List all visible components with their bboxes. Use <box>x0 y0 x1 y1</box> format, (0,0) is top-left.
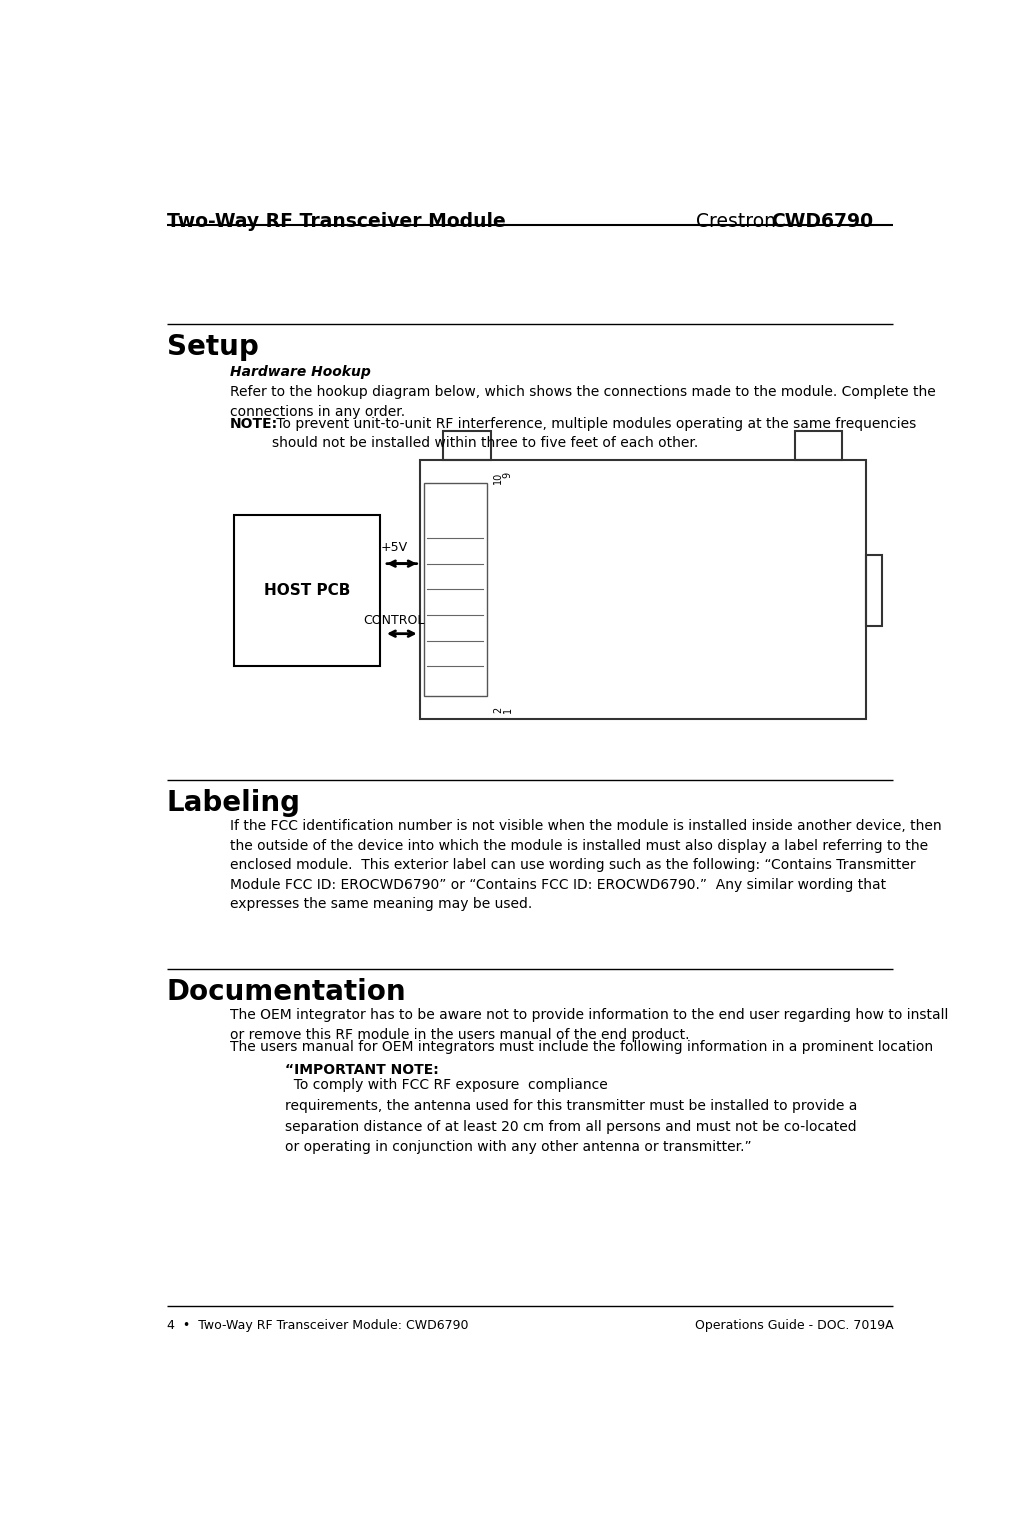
Text: Operations Guide - DOC. 7019A: Operations Guide - DOC. 7019A <box>695 1319 894 1333</box>
Text: 1: 1 <box>502 706 513 713</box>
Text: Refer to the hookup diagram below, which shows the connections made to the modul: Refer to the hookup diagram below, which… <box>230 385 935 418</box>
Text: The OEM integrator has to be aware not to provide information to the end user re: The OEM integrator has to be aware not t… <box>230 1008 949 1041</box>
Text: Crestron: Crestron <box>696 212 782 232</box>
Text: 10: 10 <box>493 471 503 484</box>
Text: “IMPORTANT NOTE:: “IMPORTANT NOTE: <box>285 1063 439 1078</box>
Text: NOTE:: NOTE: <box>230 417 278 431</box>
Text: 4  •  Two-Way RF Transceiver Module: CWD6790: 4 • Two-Way RF Transceiver Module: CWD67… <box>167 1319 469 1333</box>
Text: Hardware Hookup: Hardware Hookup <box>230 365 371 379</box>
Text: To prevent unit-to-unit RF interference, multiple modules operating at the same : To prevent unit-to-unit RF interference,… <box>272 417 916 450</box>
Text: CONTROL: CONTROL <box>363 614 425 626</box>
Text: The users manual for OEM integrators must include the following information in a: The users manual for OEM integrators mus… <box>230 1040 933 1054</box>
Text: Documentation: Documentation <box>167 978 407 1007</box>
Text: 2: 2 <box>493 706 503 713</box>
Bar <box>424 484 487 696</box>
Text: HOST PCB: HOST PCB <box>264 584 351 597</box>
Text: Setup: Setup <box>167 332 259 361</box>
Text: CWD6790: CWD6790 <box>771 212 873 232</box>
Text: If the FCC identification number is not visible when the module is installed ins: If the FCC identification number is not … <box>230 819 942 911</box>
Text: Two-Way RF Transceiver Module: Two-Way RF Transceiver Module <box>167 212 505 232</box>
Text: Labeling: Labeling <box>167 788 301 817</box>
Text: To comply with FCC RF exposure  compliance
requirements, the antenna used for th: To comply with FCC RF exposure complianc… <box>285 1078 858 1154</box>
Text: 9: 9 <box>502 471 513 478</box>
Text: +5V: +5V <box>380 541 408 555</box>
Bar <box>234 514 380 667</box>
